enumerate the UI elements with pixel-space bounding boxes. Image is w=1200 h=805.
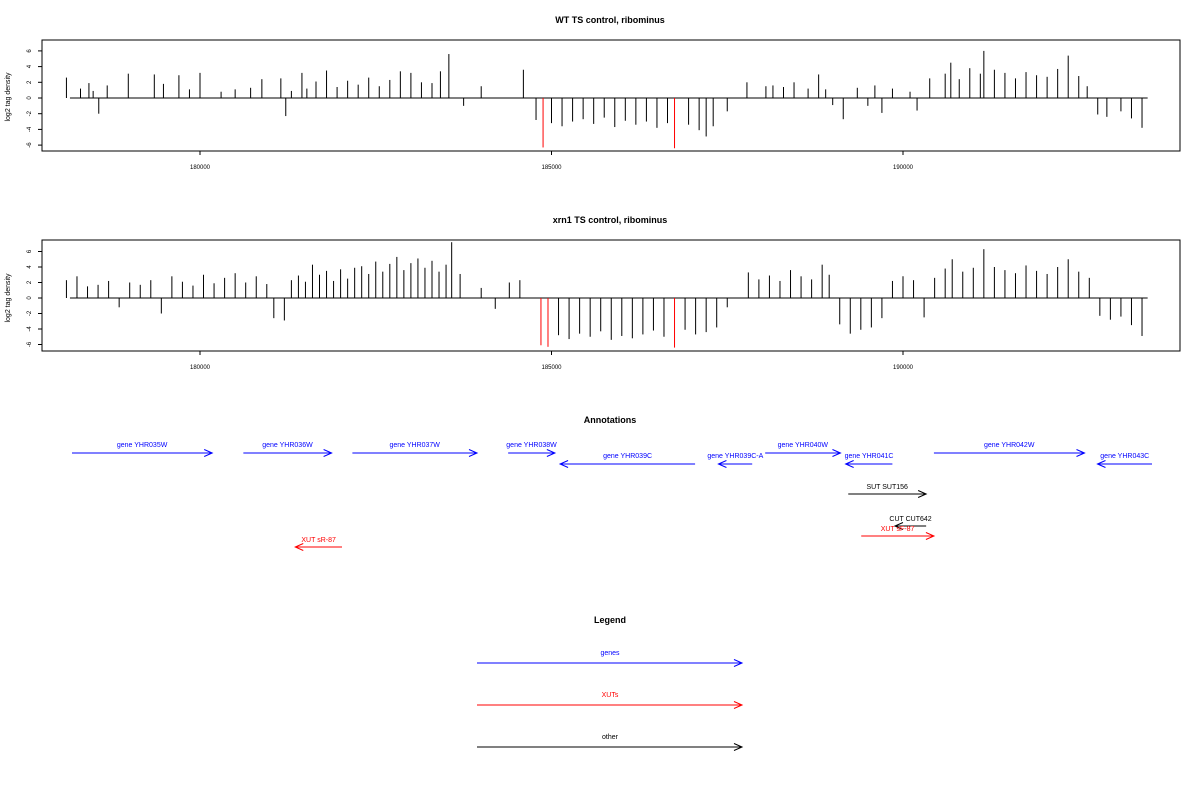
y-tick-label: -4 [27, 326, 33, 332]
legend-title: Legend [594, 615, 626, 625]
legend-label: other [602, 734, 619, 741]
feature-label: gene YHR039C [603, 453, 652, 460]
bar-series [65, 50, 1148, 149]
feature-arrow-genes [72, 449, 214, 457]
y-axis-label: log2 tag density [5, 273, 12, 323]
feature-label: SUT SUT156 [866, 484, 908, 491]
y-axis: -6 -4 -2 0 2 4 6 [27, 249, 42, 347]
feature-arrow-genes [844, 460, 893, 468]
y-tick-label: 6 [27, 49, 33, 53]
feature-arrow-other [893, 522, 927, 530]
feature-label: gene YHR042W [984, 442, 1035, 449]
xrn1-track-panel: xrn1 TS control, ribominus log2 tag dens… [5, 215, 1181, 371]
feature-label: gene YHR036W [262, 442, 313, 449]
legend-entries: genes XUTs other [477, 650, 744, 751]
panel-title: xrn1 TS control, ribominus [553, 215, 668, 225]
y-tick-label: -6 [27, 142, 33, 148]
legend-label: genes [600, 650, 620, 657]
panel-title: WT TS control, ribominus [555, 15, 665, 25]
feature-arrow-other [848, 490, 928, 498]
legend-arrow-genes [477, 659, 744, 667]
x-tick-label: 185000 [541, 365, 562, 371]
feature-arrow-genes [352, 449, 479, 457]
feature-label: gene YHR039C-A [707, 453, 763, 460]
feature-arrow-genes [765, 449, 842, 457]
y-tick-label: 6 [27, 249, 33, 253]
x-tick-label: 190000 [893, 165, 914, 171]
y-tick-label: -2 [27, 110, 33, 116]
annotation-features: gene YHR035W gene YHR036W gene YHR037W gene… [72, 442, 1152, 551]
y-tick-label: 4 [27, 265, 33, 269]
y-tick-label: -2 [27, 310, 33, 316]
feature-arrow-genes [558, 460, 696, 468]
y-axis-label: log2 tag density [5, 72, 12, 122]
x-tick-label: 185000 [541, 165, 562, 171]
feature-arrow-genes [717, 460, 753, 468]
x-tick-label: 180000 [190, 165, 211, 171]
feature-label: gene YHR043C [1100, 453, 1149, 460]
plot-frame [41, 239, 1181, 352]
feature-label: CUT CUT642 [889, 516, 931, 523]
x-tick-label: 190000 [893, 365, 914, 371]
feature-label: gene YHR038W [506, 442, 557, 449]
legend-label: XUTs [602, 692, 619, 699]
y-tick-label: 2 [27, 280, 33, 284]
y-tick-label: 0 [27, 296, 33, 300]
x-axis: 180000 185000 190000 [190, 351, 914, 371]
legend-arrow-xuts [477, 701, 744, 709]
feature-label: gene YHR037W [389, 442, 440, 449]
feature-label: XUT sR-87 [301, 537, 336, 544]
legend: Legend genes XUTs other [477, 615, 744, 751]
feature-label: gene YHR040W [778, 442, 829, 449]
x-tick-label: 180000 [190, 365, 211, 371]
feature-label: gene YHR041C [845, 453, 894, 460]
y-tick-label: 2 [27, 80, 33, 84]
feature-label: XUT sF-87 [881, 526, 915, 533]
legend-arrow-other [477, 743, 744, 751]
plot-frame [41, 39, 1181, 152]
feature-arrow-genes [933, 449, 1086, 457]
x-axis: 180000 185000 190000 [190, 151, 914, 171]
feature-arrow-xuts [861, 532, 936, 540]
annotations-panel: Annotations gene YHR035W gene YHR036W gene… [72, 415, 1152, 551]
y-tick-label: 0 [27, 96, 33, 100]
annotations-title: Annotations [584, 415, 637, 425]
feature-arrow-xuts [294, 543, 342, 551]
y-tick-label: 4 [27, 64, 33, 68]
feature-arrow-genes [508, 449, 557, 457]
bar-series [65, 242, 1148, 348]
feature-arrow-genes [1096, 460, 1152, 468]
y-tick-label: -4 [27, 126, 33, 132]
feature-label: gene YHR035W [117, 442, 168, 449]
y-axis: -6 -4 -2 0 2 4 6 [27, 49, 42, 148]
y-tick-label: -6 [27, 341, 33, 347]
wt-track-panel: WT TS control, ribominus log2 tag densit… [5, 15, 1181, 171]
feature-arrow-genes [243, 449, 333, 457]
